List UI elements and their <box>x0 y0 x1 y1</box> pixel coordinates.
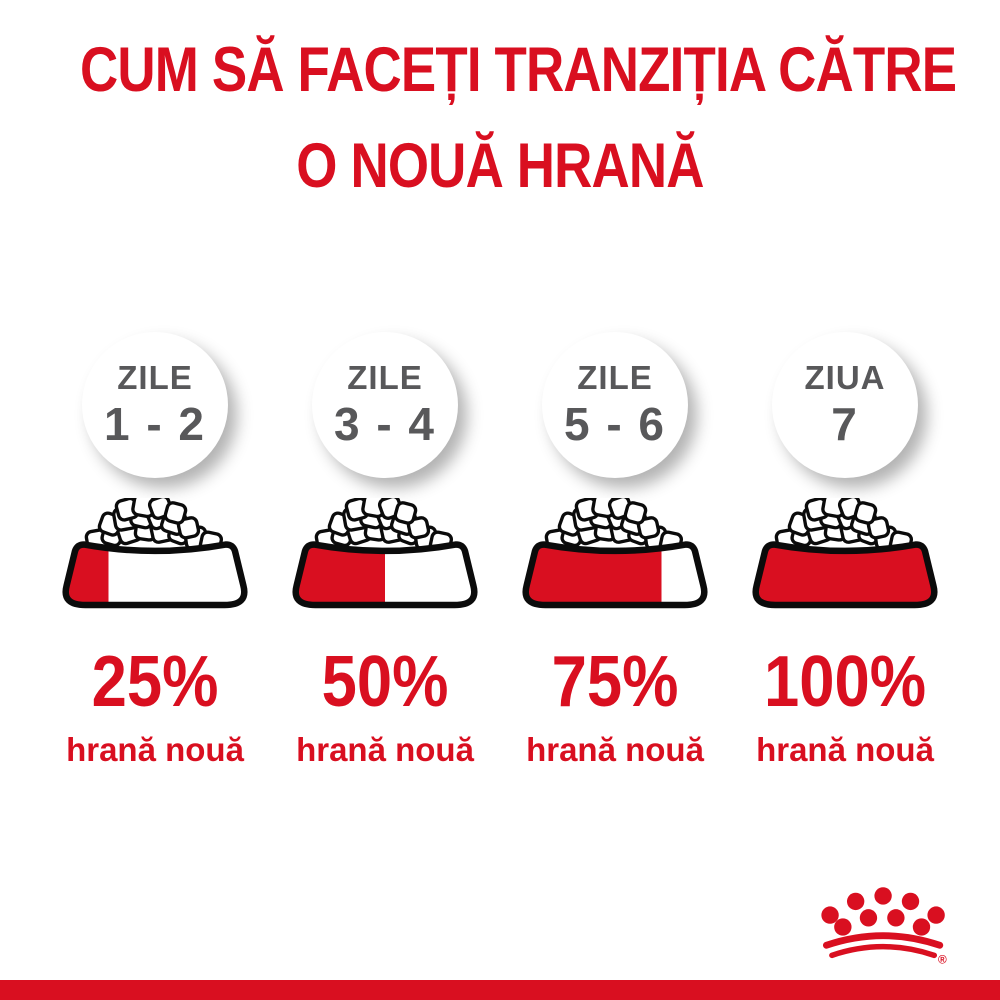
food-label: hrană nouă <box>296 731 474 768</box>
bottom-red-bar <box>0 980 1000 1000</box>
bowl-body <box>65 544 245 605</box>
day-range: 1 - 2 <box>103 398 207 450</box>
title-line-1: CUM SĂ FACEȚI TRANZIȚIA CĂTRE <box>80 35 957 105</box>
day-circle: ZIUA 7 <box>772 332 918 478</box>
day-range: 3 - 4 <box>333 398 437 450</box>
percent-label: 50% <box>321 642 449 722</box>
food-bowl-graphic <box>292 498 478 609</box>
percent-label: 100% <box>763 642 927 722</box>
transition-step: ZILE 5 - 6 75% hrană nouă <box>500 332 730 769</box>
food-label: hrană nouă <box>66 731 244 768</box>
food-bowl-graphic <box>752 498 938 609</box>
day-circle: ZILE 5 - 6 <box>542 332 688 478</box>
bowl-outline <box>752 541 938 609</box>
day-circle: ZILE 1 - 2 <box>82 332 228 478</box>
transition-steps: ZILE 1 - 2 25% hrană nouă ZILE 3 - 4 50%… <box>40 332 960 769</box>
kibble-heap <box>84 498 224 555</box>
crown-icon: ® <box>821 887 947 967</box>
percent-label: 75% <box>551 642 679 722</box>
percent-label: 25% <box>91 642 219 722</box>
page-title: CUM SĂ FACEȚI TRANZIȚIA CĂTRE O NOUĂ HRA… <box>0 0 1000 214</box>
day-label: ZILE <box>347 359 423 396</box>
title-line-2: O NOUĂ HRANĂ <box>296 131 704 201</box>
new-food-fill <box>525 544 662 605</box>
transition-step: ZIUA 7 100% hrană nouă <box>730 332 960 769</box>
bowl-outline <box>62 541 248 609</box>
day-label: ZILE <box>577 359 653 396</box>
food-bowl-graphic <box>522 498 708 609</box>
food-bowl-graphic <box>62 498 248 609</box>
food-label: hrană nouă <box>526 731 704 768</box>
day-range: 5 - 6 <box>563 398 667 450</box>
food-label: hrană nouă <box>756 731 934 768</box>
kibble-heap <box>314 498 454 555</box>
registered-trademark: ® <box>938 953 947 967</box>
transition-step: ZILE 1 - 2 25% hrană nouă <box>40 332 270 769</box>
bowl-outline <box>522 541 708 609</box>
royal-canin-crown-logo: ® <box>820 884 948 970</box>
kibble-heap <box>774 498 914 555</box>
day-label: ZILE <box>117 359 193 396</box>
new-food-fill <box>295 544 385 605</box>
transition-step: ZILE 3 - 4 50% hrană nouă <box>270 332 500 769</box>
day-circle: ZILE 3 - 4 <box>312 332 458 478</box>
bowl-outline <box>292 541 478 609</box>
day-range: 7 <box>831 398 859 450</box>
day-label: ZIUA <box>804 359 886 396</box>
new-food-fill <box>755 544 935 605</box>
